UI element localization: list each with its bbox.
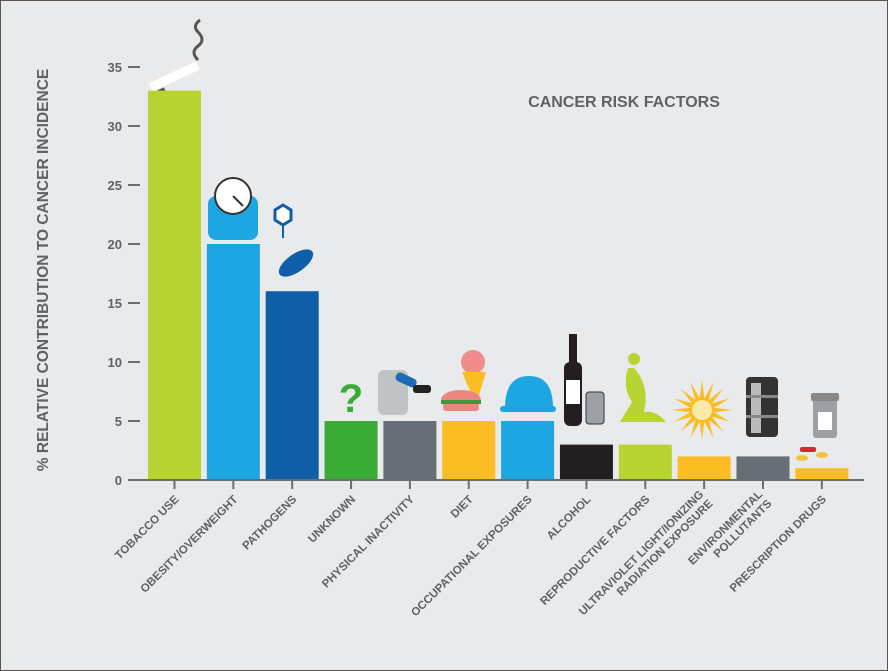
recliner-icon <box>378 370 431 415</box>
y-tick-label: 10 <box>108 355 122 370</box>
bar <box>383 421 437 480</box>
pill-bottle-icon <box>796 393 839 461</box>
sun-burst-icon <box>672 380 732 440</box>
y-tick-label: 5 <box>115 414 122 429</box>
scale-icon <box>208 177 258 240</box>
bar <box>148 90 201 480</box>
bars <box>148 90 849 480</box>
oil-barrel-icon <box>746 377 778 437</box>
bar <box>501 421 555 480</box>
bar <box>442 421 496 480</box>
y-axis-title: % RELATIVE CONTRIBUTION TO CANCER INCIDE… <box>35 69 52 471</box>
y-tick-label: 30 <box>108 119 122 134</box>
bar <box>265 291 319 480</box>
bar <box>559 444 613 480</box>
hard-hat-icon <box>500 376 556 412</box>
bar <box>206 244 260 480</box>
bar <box>324 421 378 480</box>
bar <box>618 444 672 480</box>
burger-icecream-icon <box>441 350 486 411</box>
question-mark-icon: ? <box>339 377 363 421</box>
y-tick-label: 15 <box>108 296 122 311</box>
chart-title: CANCER RISK FACTORS <box>528 94 720 111</box>
y-tick-label: 20 <box>108 237 122 252</box>
y-tick-label: 35 <box>108 60 122 75</box>
svg-text:?: ? <box>339 377 363 421</box>
bar <box>736 456 790 480</box>
bar <box>677 456 731 480</box>
y-tick-label: 0 <box>115 473 122 488</box>
virus-bacteria-icon <box>273 203 314 277</box>
y-tick-label: 25 <box>108 178 122 193</box>
icons: ? <box>148 18 839 461</box>
bar <box>795 468 849 480</box>
wine-bottle-can-icon <box>564 334 605 426</box>
kneeling-woman-icon <box>620 353 666 422</box>
